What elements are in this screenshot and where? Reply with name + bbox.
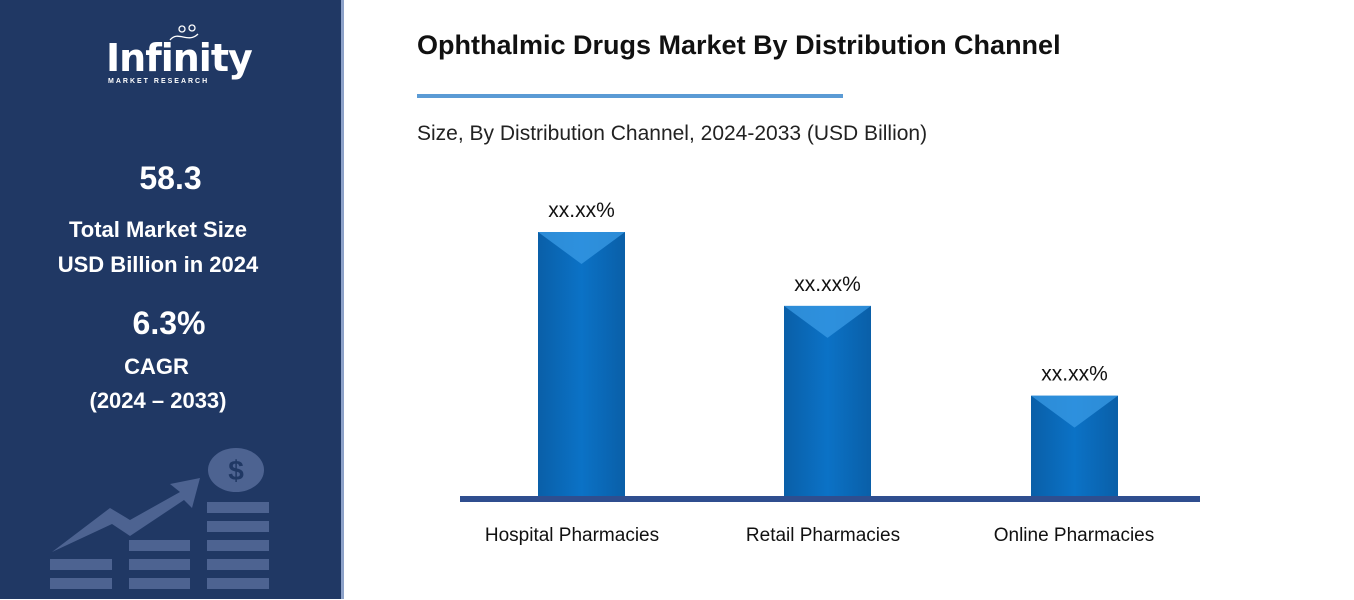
sidebar: Infinity MARKET RESEARCH 58.3 Total Mark…	[0, 0, 344, 599]
data-label: xx.xx%	[1041, 363, 1108, 386]
cagr-period: (2024 – 2033)	[89, 388, 227, 413]
svg-text:$: $	[228, 455, 244, 486]
x-axis-baseline	[460, 496, 1200, 502]
market-size-value: 58.3	[139, 160, 202, 196]
title-underline	[417, 94, 843, 98]
category-label: Retail Pharmacies	[746, 525, 900, 546]
category-label: Online Pharmacies	[994, 525, 1155, 546]
bar-bevel	[1031, 395, 1118, 428]
data-label: xx.xx%	[548, 199, 615, 222]
chart-subtitle: Size, By Distribution Channel, 2024-2033…	[417, 122, 928, 145]
data-label: xx.xx%	[794, 273, 861, 296]
cagr-value: 6.3%	[132, 305, 206, 341]
chart-title: Ophthalmic Drugs Market By Distribution …	[417, 30, 1061, 60]
growth-chart-dollar-icon: $	[50, 448, 269, 589]
market-size-label: Total Market Size	[68, 217, 248, 242]
market-size-unit: USD Billion in 2024	[57, 252, 259, 277]
cagr-label: CAGR	[124, 354, 189, 379]
bar-bevel	[784, 305, 871, 338]
logo-figures-icon	[169, 24, 199, 41]
bar-hospital-pharmacies	[538, 232, 625, 496]
bar-bevel	[538, 232, 625, 264]
category-label: Hospital Pharmacies	[485, 525, 659, 546]
infinity-logo: Infinity MARKET RESEARCH	[100, 24, 253, 90]
